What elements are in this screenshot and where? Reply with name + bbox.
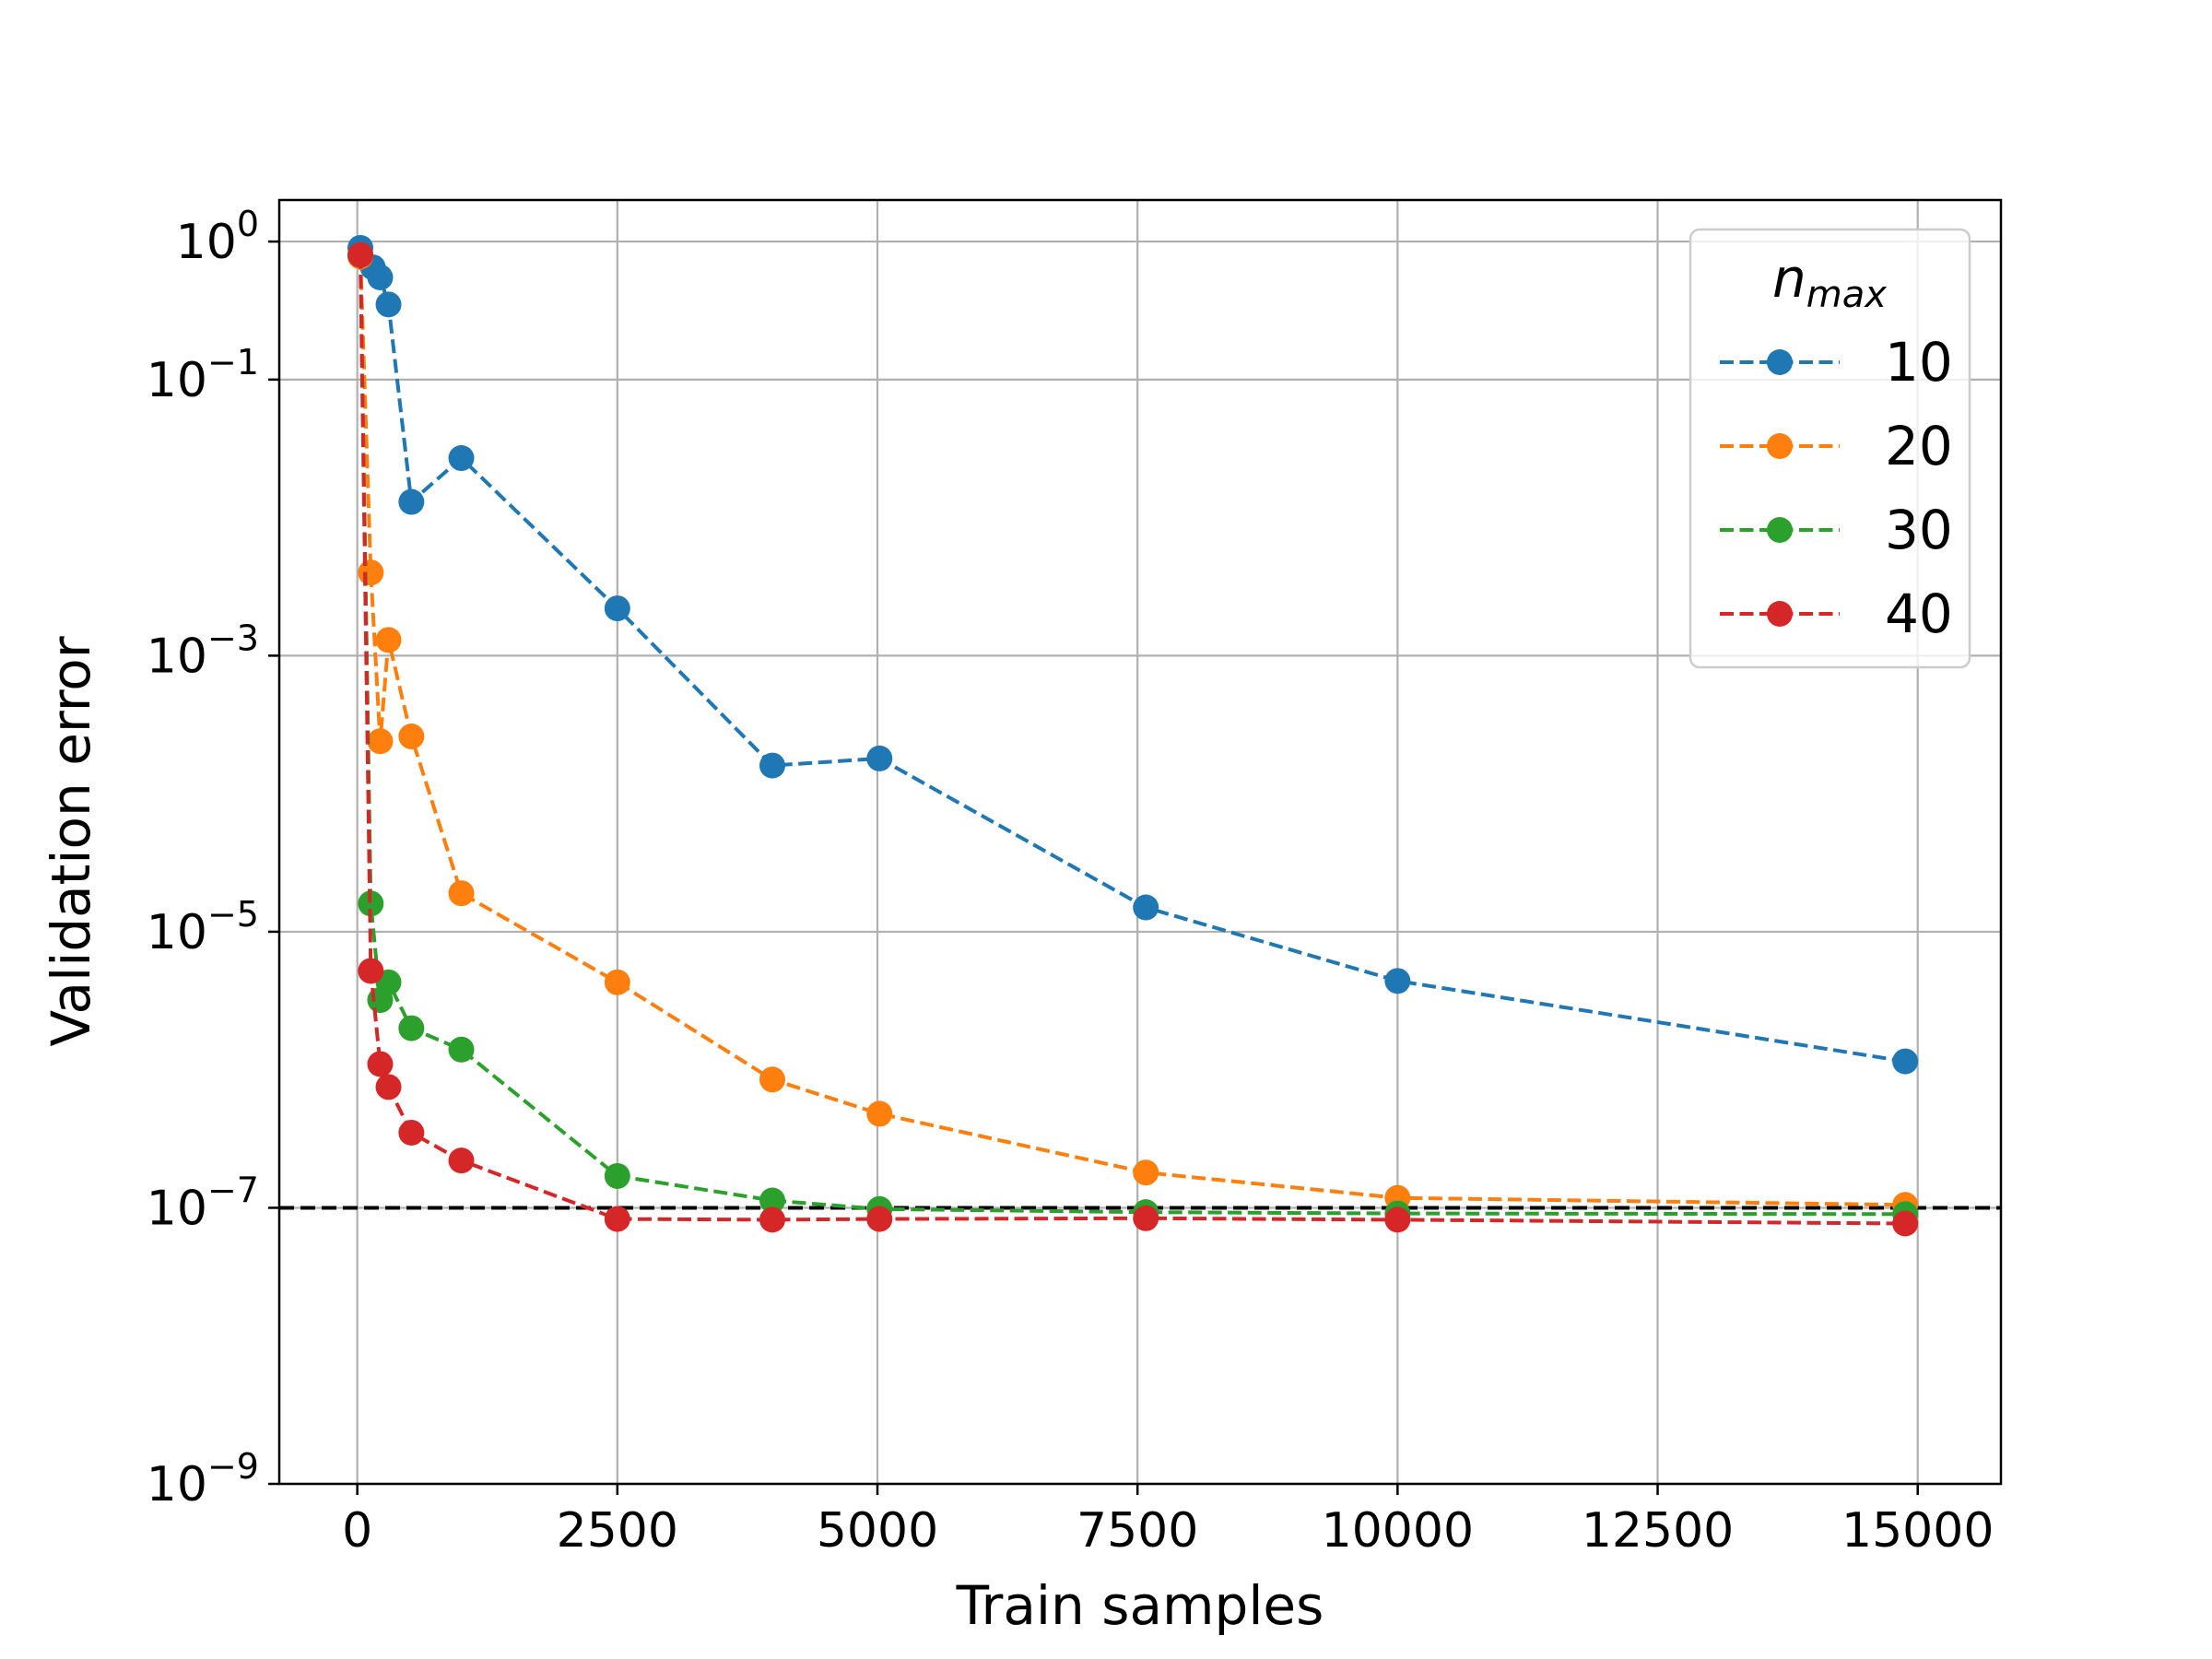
legend-entry: 10 xyxy=(1720,331,1953,394)
y-tick-label: 10−9 xyxy=(147,1446,259,1512)
series-10 xyxy=(347,234,1919,1075)
data-point xyxy=(398,1015,425,1041)
data-point xyxy=(375,1074,402,1100)
series-line xyxy=(359,254,1906,1226)
legend-entries: 10 20 30 40 xyxy=(1720,331,1953,645)
data-point xyxy=(1133,1159,1159,1186)
series-40 xyxy=(347,241,1919,1237)
x-tick-label: 15000 xyxy=(1841,1503,1994,1559)
x-tick-label: 12500 xyxy=(1582,1503,1734,1559)
plot-frame xyxy=(277,198,2003,1486)
legend-title: nmax xyxy=(1772,247,1887,316)
y-tick-label: 10−3 xyxy=(147,618,259,684)
data-point xyxy=(759,1206,786,1233)
data-point xyxy=(1384,968,1411,994)
data-point xyxy=(358,890,384,917)
axis-ticks: 0 2500 5000 7500 10000 12500 15000 100 10−1 10−3 1… xyxy=(147,204,1994,1559)
data-point xyxy=(1384,1206,1411,1233)
legend-title-main: n xyxy=(1772,247,1806,310)
x-tick-label: 10000 xyxy=(1322,1503,1474,1559)
data-point xyxy=(759,1187,786,1214)
y-tick-label: 10−5 xyxy=(147,894,259,960)
data-point xyxy=(398,724,425,750)
series-line xyxy=(359,256,1906,1207)
data-point xyxy=(1133,1205,1159,1231)
legend-label: 40 xyxy=(1885,582,1953,645)
data-point xyxy=(375,627,402,653)
data-point xyxy=(367,264,394,290)
data-point xyxy=(448,1036,475,1063)
data-point xyxy=(866,1100,893,1127)
data-point xyxy=(759,752,786,779)
data-point xyxy=(358,559,384,586)
legend-entry: 40 xyxy=(1720,582,1953,645)
data-point xyxy=(358,958,384,984)
x-axis-title: Train samples xyxy=(956,1574,1324,1637)
data-point xyxy=(398,1119,425,1146)
legend-frame xyxy=(1688,228,1971,669)
legend-label: 30 xyxy=(1885,499,1953,561)
data-point xyxy=(759,1066,786,1093)
x-tick-label: 0 xyxy=(342,1503,372,1559)
data-point xyxy=(347,241,374,268)
legend-marker xyxy=(1767,601,1793,627)
series-group xyxy=(347,234,1919,1237)
data-point xyxy=(448,445,475,472)
data-point xyxy=(1892,1210,1919,1237)
legend-title-sub: max xyxy=(1806,274,1887,316)
x-tick-label: 2500 xyxy=(557,1503,678,1559)
data-point xyxy=(367,1051,394,1077)
data-point xyxy=(604,969,630,995)
data-point xyxy=(448,1147,475,1174)
data-point xyxy=(866,745,893,771)
y-tick-label: 10−1 xyxy=(147,342,259,408)
data-point xyxy=(604,1162,630,1189)
data-point xyxy=(398,488,425,515)
data-point xyxy=(866,1206,893,1232)
data-point xyxy=(604,1206,630,1232)
legend-marker xyxy=(1767,517,1793,543)
legend-marker xyxy=(1767,433,1793,459)
x-tick-label: 5000 xyxy=(817,1503,938,1559)
y-tick-label: 100 xyxy=(176,204,259,270)
legend-marker xyxy=(1767,349,1793,375)
data-point xyxy=(1892,1048,1919,1075)
series-line xyxy=(359,254,1906,1217)
legend-entry: 30 xyxy=(1720,499,1953,561)
y-tick-label: 10−7 xyxy=(147,1170,259,1236)
legend-entry: 20 xyxy=(1720,415,1953,477)
legend: nmax 10 20 30 40 xyxy=(1688,228,1971,669)
y-axis-title: Validation error xyxy=(40,636,102,1046)
legend-label: 10 xyxy=(1885,331,1953,394)
data-point xyxy=(1133,894,1159,921)
data-point xyxy=(375,291,402,318)
legend-label: 20 xyxy=(1885,415,1953,477)
data-point xyxy=(367,728,394,755)
x-tick-label: 7500 xyxy=(1077,1503,1198,1559)
data-point xyxy=(448,880,475,907)
data-point xyxy=(604,595,630,622)
